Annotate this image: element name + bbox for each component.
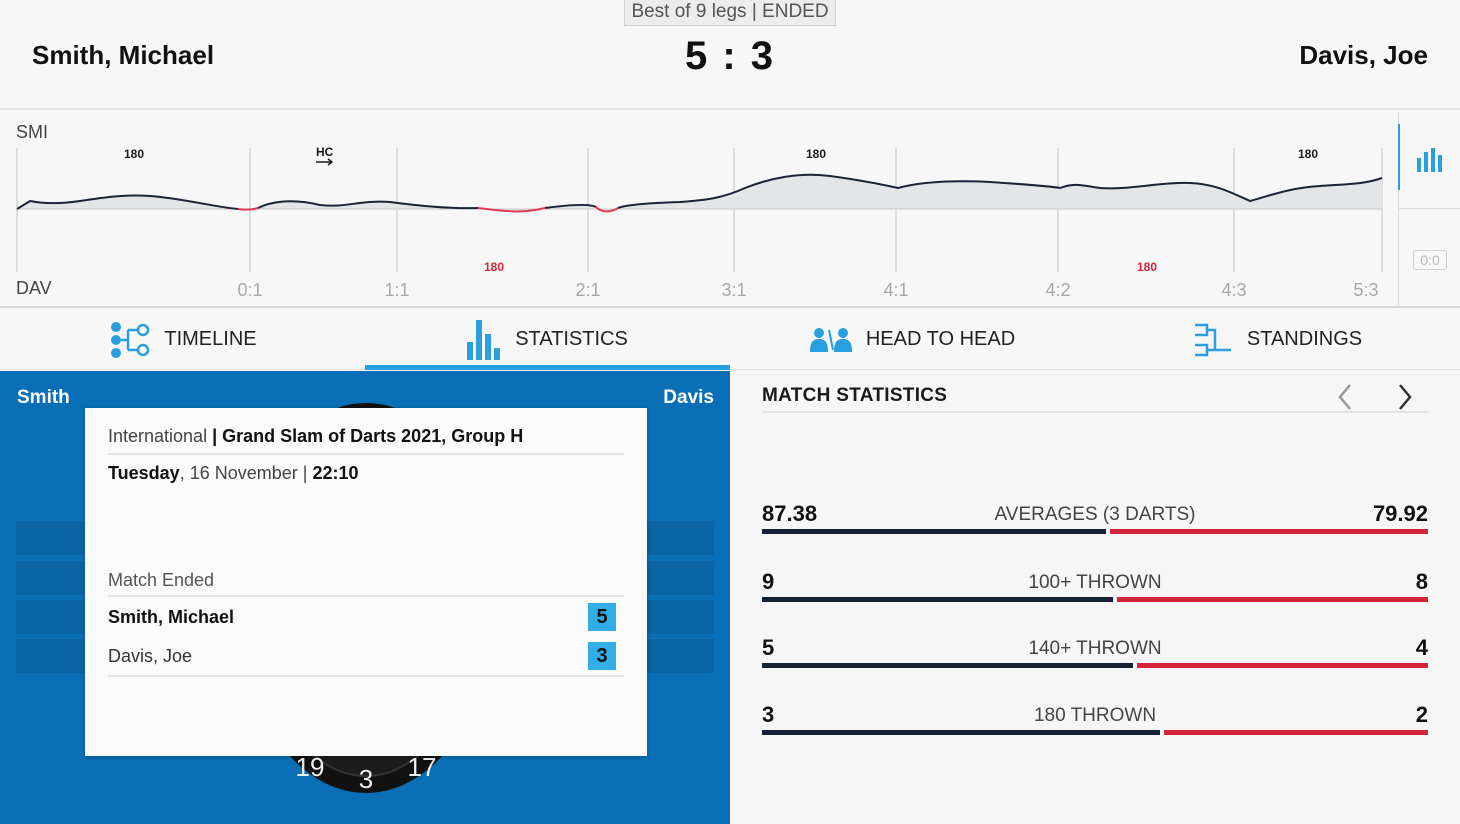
tournament-line: International | Grand Slam of Darts 2021…	[108, 426, 624, 455]
result-home-name: Smith, Michael	[108, 606, 235, 627]
stat-away-value: 2	[1415, 702, 1428, 727]
away-180-mark: 180	[1137, 260, 1157, 274]
stat-home-bar	[762, 529, 1106, 534]
leg-dividers	[16, 148, 1383, 272]
stat-away-value: 4	[1415, 635, 1428, 660]
statistics-icon	[467, 319, 501, 360]
match-info-card: International | Grand Slam of Darts 2021…	[85, 408, 647, 756]
home-180-mark: 180	[124, 147, 144, 161]
away-180-mark: 180	[484, 260, 504, 274]
graph-active-indicator	[1398, 124, 1400, 190]
board-away-name: Davis	[663, 387, 714, 408]
graph-controls: 0:0	[1398, 112, 1460, 308]
stat-row-averages: 87.38 AVERAGES (3 DARTS) 79.92	[762, 501, 1428, 541]
match-statistics-panel: MATCH STATISTICS 87.38 AVERAGES (3 DARTS…	[730, 371, 1460, 824]
stat-home-bar	[762, 730, 1160, 735]
momentum-area	[17, 174, 1382, 212]
result-home-score: 5	[588, 603, 616, 631]
stat-label: 100+ THROWN	[1028, 572, 1162, 593]
stat-row-180: 3 180 THROWN 2	[762, 702, 1428, 742]
result-row-home[interactable]: Smith, Michael 5	[108, 597, 624, 637]
match-day: Tuesday	[108, 463, 180, 483]
tournament-category: International	[108, 426, 208, 446]
match-time: 22:10	[312, 463, 359, 483]
timeline-icon	[111, 321, 150, 358]
chevron-right-icon[interactable]	[1394, 381, 1416, 413]
chevron-left-icon[interactable]	[1334, 381, 1356, 413]
leg-label: 4:3	[1221, 280, 1246, 300]
leg-label: 4:2	[1045, 280, 1070, 300]
match-statistics-header: MATCH STATISTICS	[762, 384, 1428, 413]
momentum-chart-svg: 180 HC 180 180 180 180 SMI DAV 0:1 1:1 2…	[16, 122, 1383, 300]
leg-label: 0:1	[237, 280, 262, 300]
result-away-name: Davis, Joe	[108, 645, 193, 666]
checkout-arrow-icon	[316, 158, 334, 166]
dartboard-panel: 19 3 17 Smith Davis International | Gran…	[0, 371, 730, 824]
result-away-score: 3	[588, 642, 616, 670]
board-number: 3	[359, 764, 373, 793]
match-header: Best of 9 legs | ENDED Smith, Michael 5 …	[0, 0, 1460, 110]
tab-statistics[interactable]: STATISTICS	[365, 310, 730, 370]
tab-standings[interactable]: STANDINGS	[1095, 310, 1460, 369]
stat-home-value: 3	[762, 702, 775, 727]
match-score: 5 : 3	[684, 34, 776, 78]
stat-home-bar	[762, 597, 1113, 602]
tab-standings-label: STANDINGS	[1246, 328, 1363, 350]
stat-label: AVERAGES (3 DARTS)	[994, 504, 1196, 525]
home-180-mark: 180	[806, 147, 826, 161]
leg-label: 4:1	[883, 280, 908, 300]
stat-home-value: 5	[762, 635, 775, 660]
home-player-name[interactable]: Smith, Michael	[32, 40, 215, 70]
stat-away-bar	[1137, 663, 1428, 668]
tournament-name[interactable]: Grand Slam of Darts 2021, Group H	[222, 426, 524, 446]
home-high-checkout-mark: HC	[316, 145, 334, 159]
standings-icon	[1194, 323, 1231, 356]
stat-row-140-plus: 5 140+ THROWN 4	[762, 635, 1428, 675]
head-to-head-icon	[809, 327, 852, 352]
match-status: Match Ended	[108, 570, 624, 597]
board-number: 19	[296, 752, 325, 782]
leg-label: 1:1	[384, 280, 409, 300]
stat-away-value: 79.92	[1372, 501, 1428, 526]
graph-zoom-button[interactable]: 0:0	[1413, 250, 1447, 270]
stat-home-value: 9	[762, 569, 775, 594]
leg-label: 2:1	[575, 280, 600, 300]
board-home-name: Smith	[17, 387, 70, 408]
tab-timeline-label: TIMELINE	[164, 328, 257, 350]
board-number: 17	[408, 752, 437, 782]
home-abbr: SMI	[16, 122, 48, 142]
momentum-line	[16, 173, 1383, 210]
stat-label: 180 THROWN	[1033, 705, 1157, 726]
away-player-name[interactable]: Davis, Joe	[1299, 40, 1428, 70]
stat-label: 140+ THROWN	[1028, 638, 1162, 659]
leg-label: 3:1	[721, 280, 746, 300]
stat-row-100-plus: 9 100+ THROWN 8	[762, 569, 1428, 609]
tab-statistics-label: STATISTICS	[515, 328, 628, 350]
tab-timeline[interactable]: TIMELINE	[0, 310, 365, 369]
result-row-away[interactable]: Davis, Joe 3	[108, 637, 624, 677]
stat-away-bar	[1117, 597, 1428, 602]
tab-head-to-head-label: HEAD TO HEAD	[865, 328, 1016, 350]
stat-home-bar	[762, 663, 1133, 668]
home-180-mark: 180	[1298, 147, 1318, 161]
away-abbr: DAV	[16, 278, 52, 298]
stat-away-bar	[1110, 529, 1428, 534]
momentum-graph: 180 HC 180 180 180 180 SMI DAV 0:1 1:1 2…	[0, 112, 1460, 308]
match-statistics-title: MATCH STATISTICS	[762, 385, 948, 406]
leg-label: 5:3	[1353, 280, 1378, 300]
match-format-badge: Best of 9 legs | ENDED	[624, 0, 836, 26]
tab-head-to-head[interactable]: HEAD TO HEAD	[730, 310, 1095, 369]
graph-bars-icon[interactable]	[1417, 148, 1443, 172]
stat-away-value: 8	[1415, 569, 1428, 594]
momentum-line-negative	[237, 206, 619, 213]
match-date-line: Tuesday, 16 November | 22:10	[108, 463, 624, 484]
graph-controls-divider	[1399, 208, 1460, 209]
main-tabs: TIMELINE STATISTICS HEAD TO HEAD STANDIN…	[0, 310, 1460, 370]
stat-home-value: 87.38	[762, 501, 818, 526]
stat-away-bar	[1164, 730, 1428, 735]
tournament-separator: |	[207, 426, 223, 446]
match-date: , 16 November |	[179, 463, 313, 483]
